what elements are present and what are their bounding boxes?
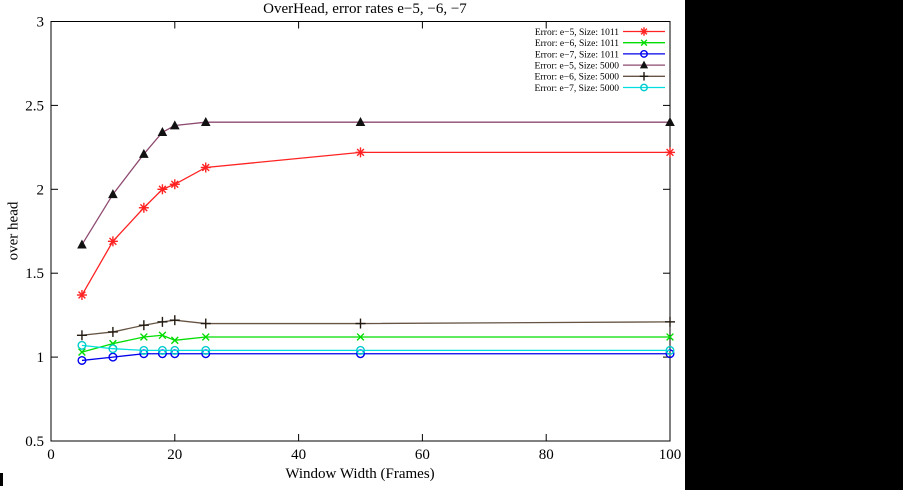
x-marker	[356, 333, 365, 341]
asterisk-marker	[355, 147, 366, 158]
triangle-marker	[170, 120, 180, 130]
tick-label: 1	[37, 350, 45, 366]
asterisk-marker	[138, 202, 149, 213]
x-axis-label: Window Width (Frames)	[285, 466, 435, 482]
tick-label: 0	[47, 447, 55, 463]
asterisk-marker	[200, 162, 211, 173]
legend-row: Error: e−7, Size: 1011	[535, 49, 665, 60]
series-Error: e−6, Size: 1011	[78, 331, 674, 356]
triangle-marker	[665, 116, 675, 126]
circle-marker	[77, 355, 87, 365]
series-Error: e−5, Size: 1011	[76, 147, 675, 301]
triangle-marker	[200, 116, 211, 126]
right-black-panel	[685, 0, 903, 490]
x-marker	[640, 39, 648, 47]
tick-label: 1.5	[25, 266, 44, 282]
tick-label: 0.5	[25, 434, 44, 450]
circle-marker	[640, 49, 648, 58]
plus-marker	[355, 318, 366, 329]
legend-label: Error: e−5, Size: 5000	[534, 62, 619, 72]
plus-marker	[107, 326, 118, 337]
circle-marker	[108, 352, 118, 362]
asterisk-marker	[169, 179, 180, 190]
circle-marker	[108, 344, 118, 354]
triangle-marker	[139, 148, 149, 158]
plus-marker	[157, 316, 168, 327]
legend-label: Error: e−6, Size: 5000	[534, 73, 619, 83]
overhead-line-chart: 0 20 40 60 80 100 0.5 1 1.5 2 2.5 3 Error: e−5, Size…	[25, 15, 681, 464]
legend-row: Error: e−5, Size: 1011	[535, 27, 665, 38]
tick-label: 100	[659, 447, 682, 463]
x-marker	[158, 331, 167, 340]
tick-label: 20	[167, 447, 182, 463]
asterisk-marker	[76, 290, 87, 301]
tick-label: 2.5	[25, 98, 44, 114]
asterisk-marker	[107, 236, 118, 247]
x-marker	[78, 348, 86, 356]
plot-border	[50, 21, 671, 442]
triangle-marker	[77, 239, 87, 249]
circle-marker	[665, 345, 675, 355]
legend-label: Error: e−6, Size: 1011	[535, 39, 619, 49]
x-marker	[139, 333, 148, 341]
circle-marker	[77, 340, 87, 350]
legend-label: Error: e−5, Size: 1011	[535, 28, 619, 38]
legend-row: Error: e−5, Size: 5000	[534, 60, 665, 72]
plus-marker	[138, 320, 149, 331]
x-marker	[201, 333, 210, 341]
tick-label: 40	[291, 447, 306, 463]
series-Error: e−6, Size: 5000	[76, 315, 675, 341]
legend-row: Error: e−6, Size: 5000	[534, 72, 665, 83]
triangle-marker	[108, 189, 118, 199]
tick-label: 3	[37, 15, 45, 31]
tick-label: 2	[37, 182, 45, 198]
legend-row: Error: e−7, Size: 5000	[534, 83, 665, 94]
asterisk-marker	[665, 147, 675, 158]
x-marker	[170, 336, 179, 345]
series-Error: e−7, Size: 1011	[77, 349, 675, 365]
series-Error: e−7, Size: 5000	[77, 340, 675, 355]
tick-label: 60	[415, 447, 430, 463]
plus-marker	[665, 316, 675, 327]
triangle-marker	[157, 127, 168, 137]
left-edge-artifact	[0, 473, 3, 486]
circle-marker	[139, 345, 149, 355]
plus-marker	[639, 72, 649, 81]
circle-marker	[170, 345, 180, 355]
circle-marker	[640, 83, 648, 92]
triangle-marker	[639, 60, 649, 69]
tick-label: 80	[539, 447, 554, 463]
circle-marker	[157, 345, 167, 355]
chart-white-area: 0 20 40 60 80 100 0.5 1 1.5 2 2.5 3 Error: e−5, Size…	[0, 0, 685, 490]
plus-marker	[169, 315, 180, 326]
triangle-marker	[355, 116, 366, 126]
plus-marker	[76, 330, 87, 341]
legend-label: Error: e−7, Size: 5000	[534, 84, 619, 94]
asterisk-marker	[157, 184, 168, 195]
circle-marker	[201, 345, 211, 355]
legend-row: Error: e−6, Size: 1011	[535, 39, 665, 49]
series-Error: e−5, Size: 5000	[77, 116, 675, 249]
y-axis-label: over head	[5, 201, 22, 261]
asterisk-marker	[639, 27, 649, 36]
chart-title: OverHead, error rates e−5, −6, −7	[263, 1, 467, 17]
circle-marker	[356, 345, 366, 355]
legend-label: Error: e−7, Size: 1011	[535, 50, 619, 60]
plus-marker	[200, 318, 211, 329]
x-marker	[666, 333, 674, 341]
axis-ticks: 0 20 40 60 80 100 0.5 1 1.5 2 2.5 3	[25, 15, 681, 464]
